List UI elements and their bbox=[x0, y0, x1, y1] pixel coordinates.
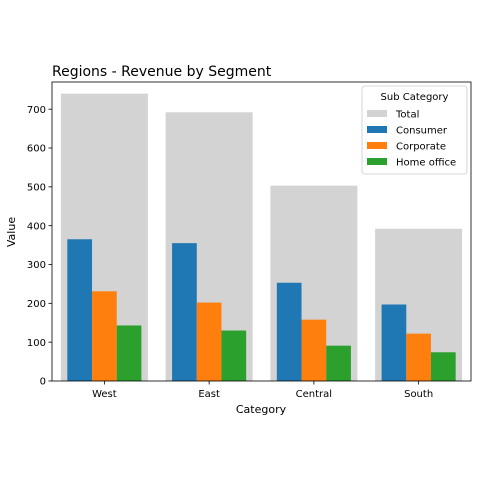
y-tick-label: 400 bbox=[27, 221, 46, 232]
y-tick-label: 0 bbox=[40, 377, 46, 388]
bar-home-office-west bbox=[116, 325, 142, 381]
y-tick-label: 500 bbox=[27, 182, 46, 193]
legend-label: Corporate bbox=[396, 142, 446, 153]
legend-title: Sub Category bbox=[381, 92, 449, 103]
y-tick-label: 200 bbox=[27, 299, 46, 310]
x-tick-label: South bbox=[404, 389, 433, 400]
bar-corporate-west bbox=[92, 291, 117, 381]
bar-consumer-west bbox=[67, 239, 93, 381]
y-tick-label: 300 bbox=[27, 260, 46, 271]
y-tick-label: 100 bbox=[27, 338, 46, 349]
legend-swatch bbox=[367, 110, 387, 117]
x-tick-label: West bbox=[92, 389, 117, 400]
legend-label: Total bbox=[395, 110, 419, 121]
bars-layer bbox=[60, 93, 463, 381]
y-tick-label: 600 bbox=[27, 144, 46, 155]
bar-consumer-east bbox=[172, 243, 197, 381]
y-tick-label: 700 bbox=[27, 105, 46, 116]
legend-label: Home office bbox=[396, 158, 456, 169]
bar-corporate-south bbox=[406, 333, 431, 381]
bar-corporate-east bbox=[196, 302, 222, 381]
bar-consumer-central bbox=[276, 282, 302, 381]
legend-swatch bbox=[367, 142, 387, 149]
legend-swatch bbox=[367, 158, 387, 165]
axes-layer: 0 100 200 300 400 500 600 700 West East Central Sou… bbox=[27, 81, 472, 400]
x-axis-label: Category bbox=[236, 403, 287, 416]
y-axis-label: Value bbox=[5, 217, 18, 247]
legend-frame bbox=[361, 85, 468, 175]
bar-home-office-east bbox=[221, 330, 247, 381]
bar-consumer-south bbox=[381, 304, 407, 381]
legend-swatch bbox=[367, 126, 387, 133]
bar-corporate-central bbox=[301, 319, 327, 381]
legend: Sub Category Total Consumer Corporate Home o… bbox=[361, 85, 468, 175]
x-tick-label: Central bbox=[296, 389, 332, 400]
x-tick-label: East bbox=[198, 389, 220, 400]
plot-frame bbox=[51, 81, 472, 382]
legend-label: Consumer bbox=[396, 126, 448, 137]
chart-title: Regions - Revenue by Segment bbox=[52, 64, 272, 80]
bar-home-office-south bbox=[430, 352, 456, 381]
bar-home-office-central bbox=[326, 345, 351, 381]
